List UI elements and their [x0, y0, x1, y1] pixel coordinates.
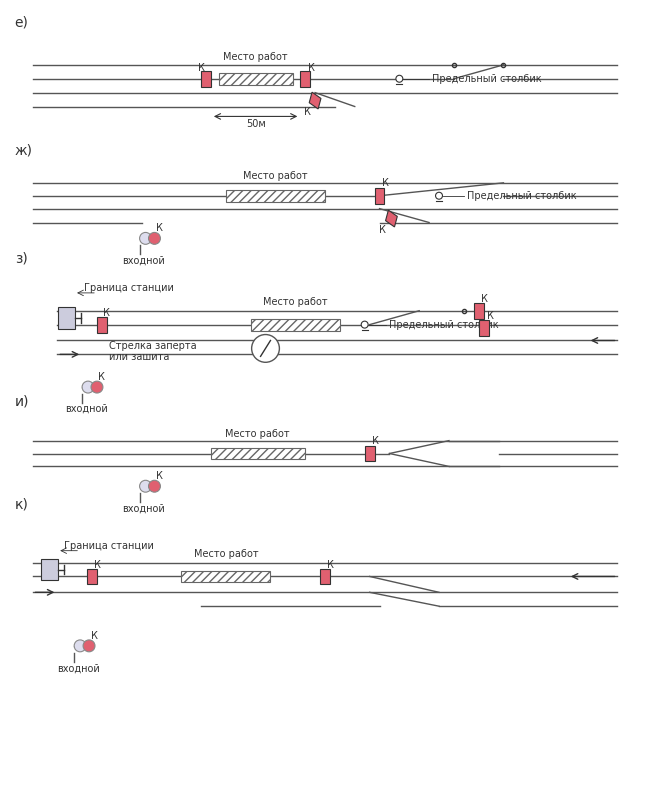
Text: входной: входной: [65, 404, 107, 414]
Text: К: К: [326, 560, 333, 569]
Text: К: К: [103, 308, 111, 318]
Bar: [474, 303, 484, 318]
Text: 50м: 50м: [246, 119, 265, 129]
Bar: [211, 448, 305, 460]
Bar: [320, 569, 330, 584]
Text: К: К: [307, 63, 315, 73]
Circle shape: [361, 321, 368, 328]
Bar: [219, 73, 293, 85]
Bar: [87, 569, 97, 584]
Text: Место работ: Место работ: [243, 171, 307, 181]
Bar: [42, 559, 58, 580]
Circle shape: [148, 480, 161, 492]
Circle shape: [148, 233, 161, 245]
Text: К: К: [156, 472, 163, 481]
Text: Граница станции: Граница станции: [84, 283, 174, 293]
Text: Место работ: Место работ: [263, 297, 328, 306]
Bar: [365, 445, 374, 461]
Text: входной: входной: [57, 664, 99, 673]
Text: Предельный столбик: Предельный столбик: [432, 74, 541, 83]
Bar: [181, 571, 270, 583]
Text: К: К: [198, 63, 205, 73]
Text: К: К: [481, 294, 488, 304]
Text: К: К: [487, 310, 494, 321]
Text: Стрелка заперта: Стрелка заперта: [109, 341, 196, 352]
Text: К: К: [382, 178, 389, 188]
Text: е): е): [15, 15, 29, 29]
Circle shape: [140, 480, 151, 492]
Circle shape: [436, 192, 443, 199]
Polygon shape: [385, 210, 397, 227]
Text: Граница станции: Граница станции: [64, 541, 154, 551]
Text: и): и): [15, 394, 29, 408]
Bar: [58, 306, 75, 329]
Circle shape: [140, 233, 151, 245]
Text: К: К: [372, 436, 379, 445]
Circle shape: [82, 381, 94, 393]
Text: Предельный столбик: Предельный столбик: [389, 320, 499, 330]
Bar: [97, 317, 107, 333]
Text: Место работ: Место работ: [194, 549, 258, 559]
Text: или зашита: или зашита: [109, 353, 169, 362]
Text: входной: входной: [122, 255, 165, 265]
Circle shape: [396, 75, 403, 83]
Circle shape: [83, 640, 95, 652]
Text: К: К: [90, 631, 98, 641]
Bar: [251, 318, 340, 330]
Bar: [300, 71, 310, 87]
Text: входной: входной: [122, 504, 165, 514]
Text: К: К: [99, 372, 105, 382]
Text: К: К: [156, 223, 163, 233]
Bar: [201, 71, 211, 87]
Text: Место работ: Место работ: [224, 52, 288, 62]
Bar: [478, 320, 489, 336]
Polygon shape: [309, 92, 321, 109]
Circle shape: [252, 334, 280, 362]
Bar: [374, 188, 385, 204]
Text: з): з): [15, 251, 27, 265]
Text: ж): ж): [15, 143, 32, 157]
Text: к): к): [15, 497, 29, 511]
Text: Предельный столбик: Предельный столбик: [467, 191, 577, 201]
Circle shape: [74, 640, 86, 652]
Text: К: К: [379, 225, 386, 236]
Text: Место работ: Место работ: [226, 429, 290, 438]
Text: К: К: [94, 560, 100, 569]
Text: К: К: [304, 107, 311, 118]
Circle shape: [91, 381, 103, 393]
Bar: [226, 190, 325, 202]
